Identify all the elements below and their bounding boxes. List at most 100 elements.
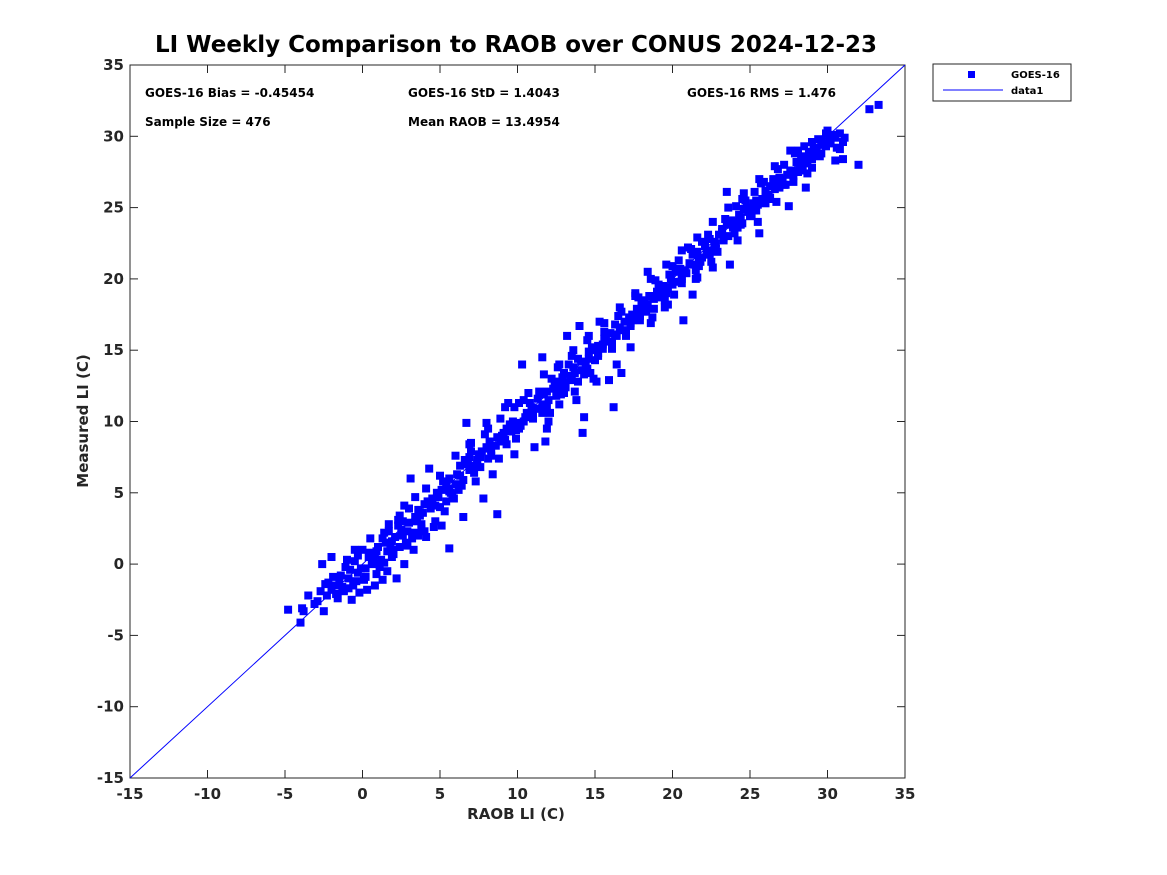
scatter-point	[874, 100, 883, 109]
scatter-point	[747, 210, 756, 219]
scatter-point	[498, 431, 506, 440]
x-tick-label: -15	[116, 785, 143, 803]
scatter-point	[770, 185, 779, 194]
scatter-point	[459, 513, 468, 521]
scatter-point	[574, 377, 582, 386]
scatter-point	[552, 391, 561, 400]
scatter-point	[462, 418, 471, 427]
scatter-point	[409, 528, 418, 537]
scatter-point	[814, 135, 823, 144]
scatter-point	[696, 257, 705, 266]
scatter-point	[484, 444, 493, 453]
scatter-point	[704, 230, 713, 239]
scatter-point	[753, 217, 762, 226]
scatter-point	[707, 257, 716, 266]
scatter-point	[378, 575, 387, 584]
scatter-point	[603, 337, 612, 346]
scatter-point	[428, 494, 437, 503]
bias-annotation: GOES-16 Bias = -0.45454	[145, 86, 314, 100]
scatter-point	[752, 196, 761, 205]
scatter-point	[580, 370, 589, 379]
scatter-point	[611, 320, 620, 329]
scatter-point	[733, 236, 742, 245]
scatter-point	[687, 245, 696, 253]
scatter-point	[558, 373, 567, 382]
scatter-point	[496, 414, 505, 423]
scatter-point	[809, 143, 818, 152]
scatter-point	[327, 585, 336, 594]
scatter-point	[338, 582, 347, 591]
y-tick-label: -10	[97, 698, 124, 716]
y-tick-label: -15	[97, 769, 124, 787]
scatter-point	[668, 262, 677, 271]
scatter-point	[482, 418, 491, 427]
scatter-point	[350, 545, 359, 554]
scatter-point	[643, 267, 652, 276]
scatter-point	[349, 581, 358, 590]
scatter-point	[738, 219, 747, 228]
scatter-point	[589, 374, 598, 383]
y-tick-label: 10	[103, 413, 124, 431]
scatter-point	[798, 166, 807, 175]
scatter-point	[332, 590, 341, 598]
scatter-point	[398, 531, 407, 540]
scatter-point	[510, 450, 519, 459]
scatter-point	[710, 245, 719, 253]
scatter-point	[609, 403, 618, 412]
x-tick-label: 30	[817, 785, 838, 803]
scatter-point	[808, 155, 816, 164]
scatter-point	[693, 233, 702, 242]
scatter-point	[512, 434, 520, 443]
scatter-point	[747, 206, 756, 215]
scatter-point	[296, 618, 305, 627]
scatter-point	[612, 331, 621, 340]
scatter-point	[698, 253, 706, 262]
scatter-point	[329, 572, 338, 581]
legend: GOES-16 data1	[932, 63, 1072, 102]
scatter-point	[518, 360, 527, 369]
scatter-point	[733, 223, 742, 232]
scatter-point	[674, 256, 683, 265]
scatter-point	[530, 443, 539, 452]
scatter-point	[494, 454, 503, 463]
scatter-point	[702, 246, 711, 255]
scatter-point	[431, 501, 440, 510]
scatter-point	[839, 155, 847, 164]
scatter-point	[527, 403, 536, 412]
y-axis: -15 -10 -5 0 5 10 15 20 25 30 35	[97, 56, 905, 787]
scatter-point	[617, 369, 626, 377]
scatter-point	[663, 300, 672, 309]
scatter-point	[693, 247, 702, 256]
scatter-point	[535, 387, 544, 396]
scatter-point	[529, 410, 537, 419]
scatter-point	[395, 511, 404, 520]
scatter-point	[564, 360, 573, 369]
scatter-point	[835, 129, 844, 138]
scatter-point	[800, 142, 809, 151]
scatter-point	[784, 202, 793, 211]
scatter-point	[304, 591, 313, 600]
y-tick-label: 30	[103, 127, 124, 145]
chart-title: LI Weekly Comparison to RAOB over CONUS …	[155, 32, 877, 58]
scatter-point	[406, 474, 415, 483]
scatter-point	[721, 215, 730, 223]
scatter-point	[808, 163, 816, 172]
scatter-point	[775, 183, 784, 192]
scatter-point	[381, 538, 390, 547]
scatter-point	[374, 543, 382, 551]
scatter-point	[521, 413, 530, 422]
scatter-point	[677, 279, 686, 288]
scatter-point	[422, 533, 431, 541]
scatter-point	[646, 274, 655, 283]
scatter-point	[698, 237, 706, 246]
scatter-point	[679, 316, 688, 325]
legend-label-data1: data1	[1011, 86, 1043, 97]
scatter-point	[668, 280, 677, 289]
scatter-point	[694, 262, 703, 271]
scatter-point	[594, 341, 603, 350]
scatter-point	[708, 263, 717, 272]
scatter-point	[572, 396, 581, 405]
scatter-point	[780, 160, 789, 169]
scatter-point	[538, 353, 547, 362]
scatter-point	[319, 607, 328, 616]
